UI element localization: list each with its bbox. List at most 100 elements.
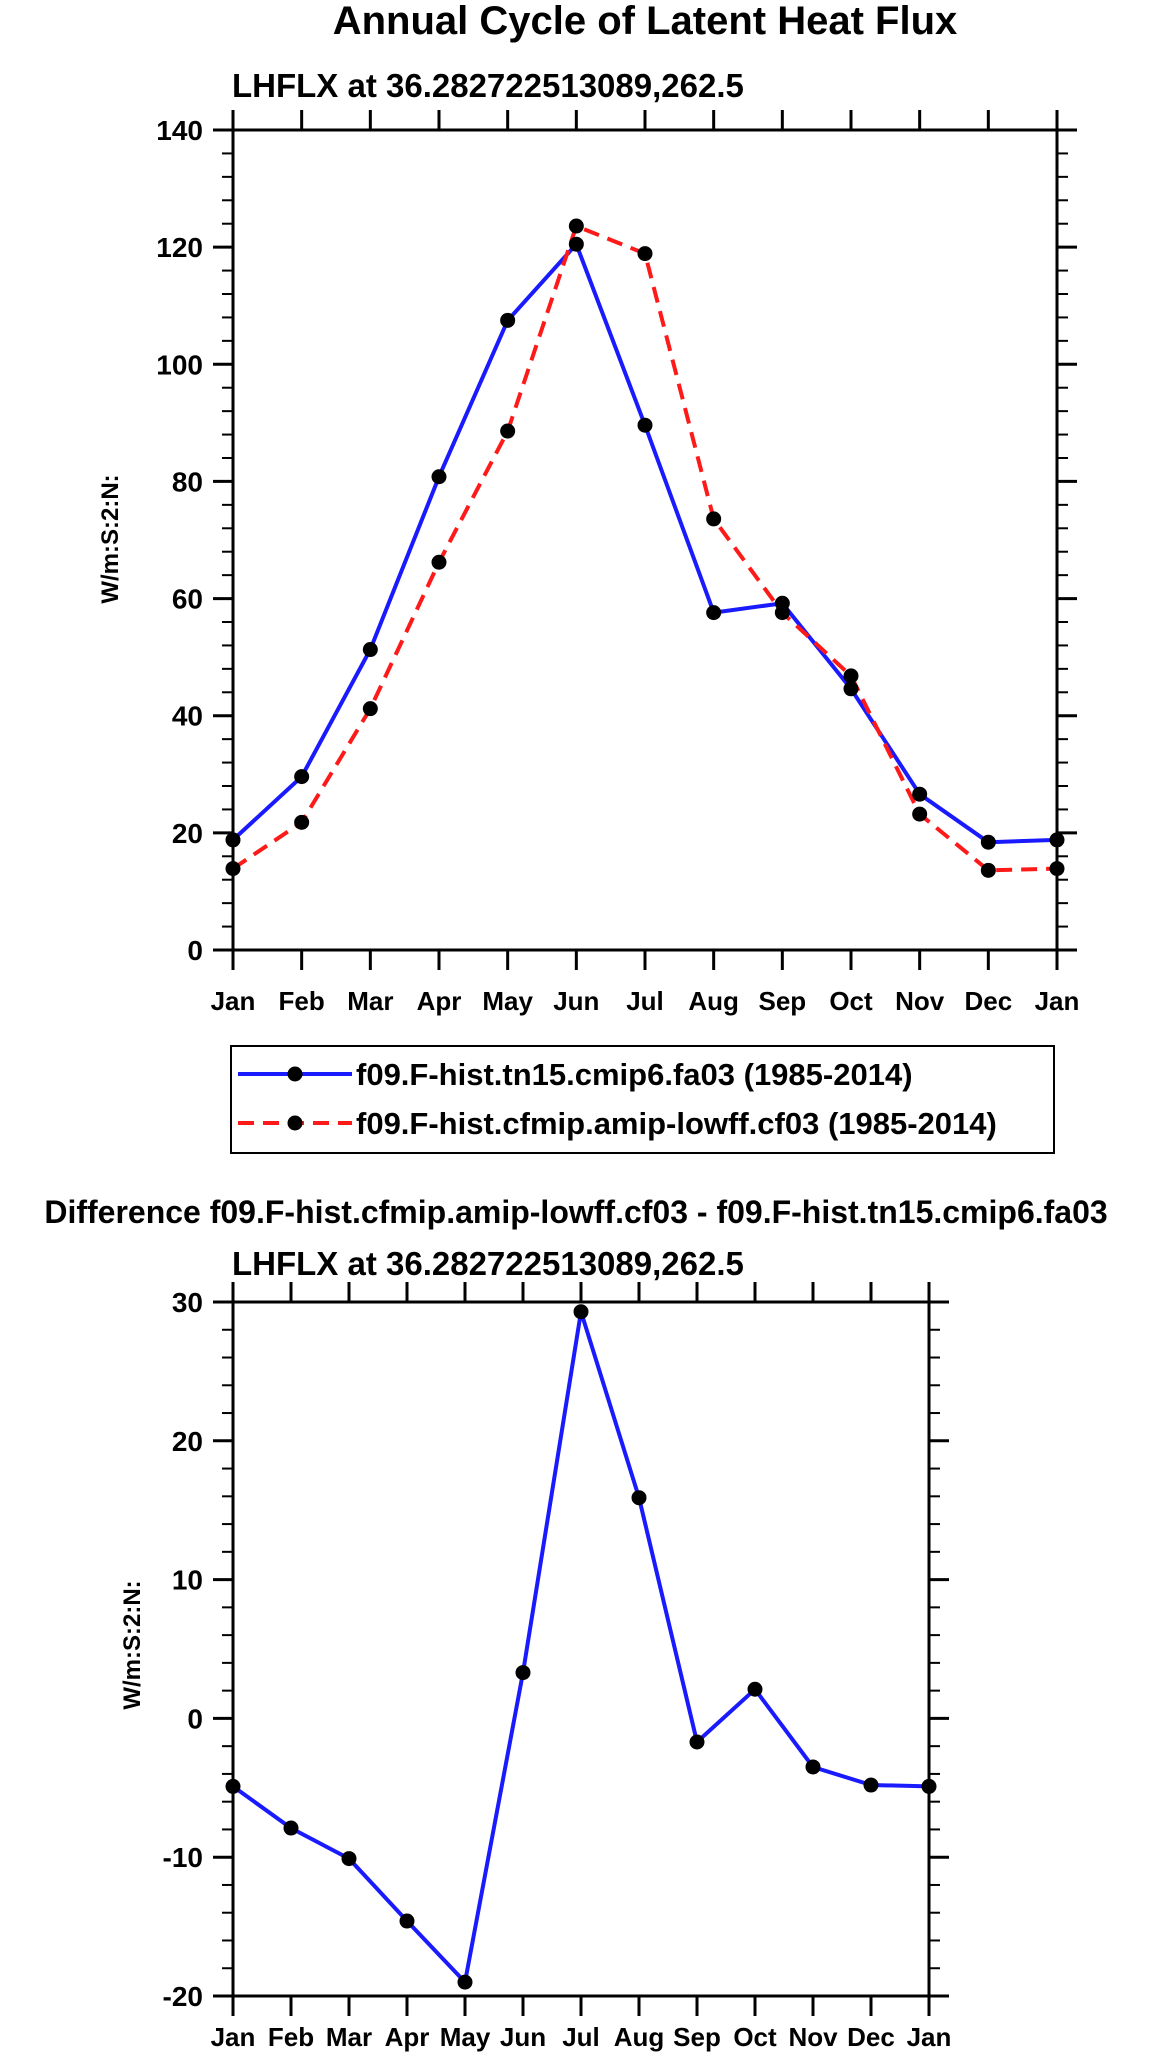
- y-tick-label: 0: [187, 1703, 203, 1734]
- x-tick-label: Feb: [279, 986, 325, 1016]
- y-tick-label: 60: [172, 584, 203, 615]
- legend-box: [230, 1045, 1055, 1154]
- data-point-series-2: [774, 605, 790, 621]
- y-tick-labels: 0 20 40 60 80 100 120 140: [156, 115, 203, 966]
- difference-series-line: [231, 1309, 930, 1985]
- data-point-series-1: [399, 1913, 415, 1929]
- x-tick-label: Jul: [562, 2022, 600, 2052]
- series-line-1: [231, 1309, 930, 1985]
- data-point-series-2: [843, 668, 859, 684]
- x-tick-label: Oct: [829, 986, 873, 1016]
- data-point-series-2: [431, 554, 447, 570]
- data-point-series-2: [706, 511, 722, 527]
- data-point-series-1: [689, 1734, 705, 1750]
- data-point-series-1: [500, 312, 516, 328]
- data-point-series-1: [283, 1820, 299, 1836]
- data-point-series-1: [805, 1759, 821, 1775]
- x-tick-label: Apr: [417, 986, 462, 1016]
- data-points: [225, 218, 1065, 878]
- y-tick-label: 20: [172, 1426, 203, 1457]
- data-point-series-1: [294, 769, 310, 785]
- difference-y-tick-labels: -20 -10 0 10 20 30: [163, 1287, 203, 2012]
- x-tick-label: Apr: [385, 2022, 430, 2052]
- data-point-series-1: [568, 236, 584, 252]
- x-tick-label: Aug: [614, 2022, 665, 2052]
- series-line-1: [231, 242, 1058, 845]
- data-point-series-1: [912, 786, 928, 802]
- difference-chart: Difference f09.F-hist.cfmip.amip-lowff.c…: [44, 1194, 1107, 2052]
- x-tick-label: Feb: [268, 2022, 314, 2052]
- y-tick-label: 80: [172, 466, 203, 497]
- plot-frame: [231, 128, 1059, 952]
- x-tick-label: Dec: [847, 2022, 895, 2052]
- series-lines: [231, 224, 1058, 873]
- data-point-series-1: [573, 1304, 589, 1320]
- annual-cycle-chart: Annual Cycle of Latent Heat Flux LHFLX a…: [97, 0, 1080, 1154]
- legend: f09.F-hist.tn15.cmip6.fa03 (1985-2014) f…: [230, 1045, 1055, 1154]
- y-tick-label: 20: [172, 818, 203, 849]
- x-tick-label: Jun: [553, 986, 599, 1016]
- x-tick-label: May: [440, 2022, 491, 2052]
- data-point-series-1: [631, 1490, 647, 1506]
- data-point-series-1: [637, 417, 653, 433]
- x-tick-label: Nov: [788, 2022, 838, 2052]
- difference-y-axis-label: W/m:S:2:N:: [119, 1580, 146, 1709]
- difference-x-tick-labels: Jan Feb Mar Apr May Jun Jul Aug Sep Oct Nov Dec Jan: [211, 2022, 952, 2052]
- data-point-series-1: [706, 605, 722, 621]
- data-point-series-1: [431, 469, 447, 485]
- data-point-series-2: [362, 701, 378, 717]
- chart-title: Annual Cycle of Latent Heat Flux: [333, 0, 958, 43]
- data-point-series-2: [912, 806, 928, 822]
- difference-title: Difference f09.F-hist.cfmip.amip-lowff.c…: [44, 1194, 1107, 1230]
- tick-marks: [213, 110, 1077, 970]
- x-tick-label: Oct: [733, 2022, 777, 2052]
- x-tick-label: Jan: [211, 2022, 256, 2052]
- y-tick-label: -20: [163, 1981, 203, 2012]
- x-tick-label: Jan: [1035, 986, 1080, 1016]
- difference-plot-frame: [231, 1300, 931, 1998]
- data-point-series-1: [980, 834, 996, 850]
- y-axis-label: W/m:S:2:N:: [97, 474, 124, 603]
- legend-label-series-2: f09.F-hist.cfmip.amip-lowff.cf03 (1985-2…: [356, 1106, 997, 1141]
- data-point-series-2: [980, 862, 996, 878]
- x-tick-label: Sep: [758, 986, 806, 1016]
- x-tick-label: Jul: [626, 986, 664, 1016]
- x-tick-label: Jun: [500, 2022, 546, 2052]
- y-tick-label: 10: [172, 1565, 203, 1596]
- data-point-series-1: [747, 1681, 763, 1697]
- legend-marker-series-2: [287, 1115, 303, 1131]
- difference-data-points: [225, 1304, 937, 1990]
- x-tick-label: Sep: [673, 2022, 721, 2052]
- x-tick-label: Mar: [347, 986, 393, 1016]
- x-tick-label: Dec: [964, 986, 1012, 1016]
- data-point-series-1: [843, 681, 859, 697]
- data-point-series-1: [515, 1665, 531, 1681]
- data-point-series-2: [500, 423, 516, 439]
- x-tick-label: Jan: [907, 2022, 952, 2052]
- x-tick-labels: Jan Feb Mar Apr May Jun Jul Aug Sep Oct Nov Dec Jan: [211, 986, 1080, 1016]
- y-tick-label: -10: [163, 1842, 203, 1873]
- x-tick-label: Nov: [895, 986, 945, 1016]
- y-tick-label: 120: [156, 232, 203, 263]
- y-tick-label: 0: [187, 935, 203, 966]
- legend-marker-series-1: [287, 1066, 303, 1082]
- difference-tick-marks: [213, 1282, 949, 2016]
- data-point-series-2: [294, 814, 310, 830]
- data-point-series-1: [457, 1974, 473, 1990]
- x-tick-label: Mar: [326, 2022, 372, 2052]
- data-point-series-1: [362, 642, 378, 658]
- legend-label-series-1: f09.F-hist.tn15.cmip6.fa03 (1985-2014): [356, 1057, 913, 1092]
- y-tick-label: 40: [172, 701, 203, 732]
- y-tick-label: 30: [172, 1287, 203, 1318]
- x-tick-label: May: [482, 986, 533, 1016]
- y-tick-label: 140: [156, 115, 203, 146]
- data-point-series-2: [568, 218, 584, 234]
- x-tick-label: Jan: [211, 986, 256, 1016]
- x-tick-label: Aug: [688, 986, 739, 1016]
- y-tick-label: 100: [156, 349, 203, 380]
- data-point-series-2: [637, 246, 653, 262]
- data-point-series-1: [863, 1777, 879, 1793]
- difference-subtitle: LHFLX at 36.282722513089,262.5: [232, 1245, 744, 1282]
- series-line-2: [231, 224, 1058, 873]
